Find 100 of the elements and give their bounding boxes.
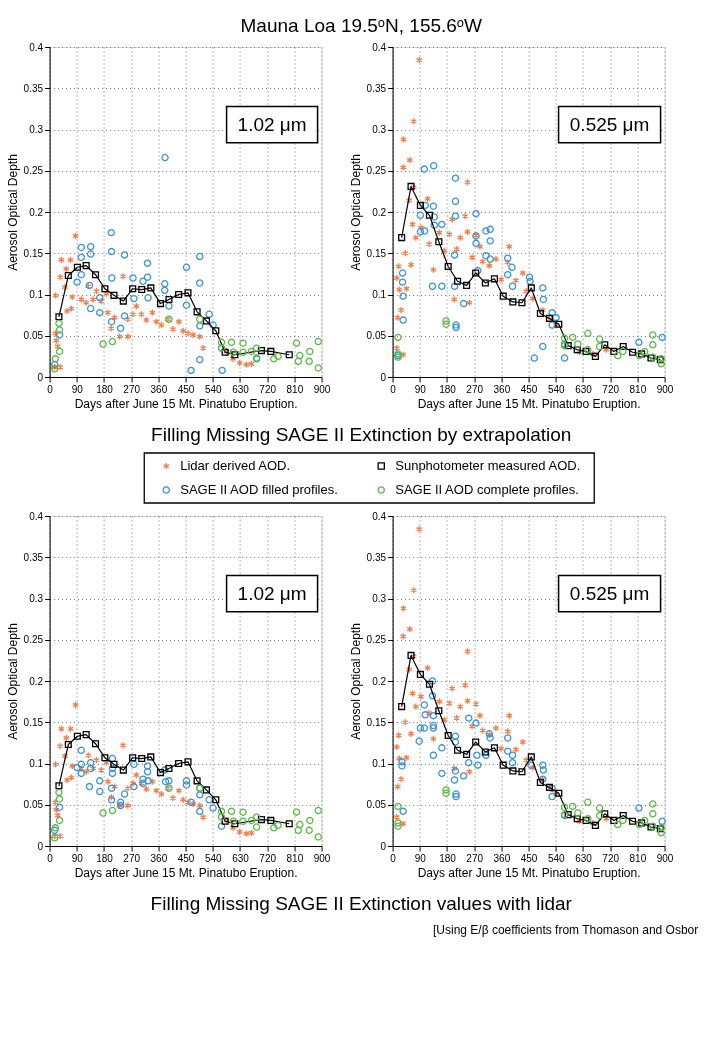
x-tick-label: 270 xyxy=(466,383,484,395)
text: [Using E/β coefficients from Thomason and Osbor xyxy=(433,923,699,937)
x-tick-label: 630 xyxy=(575,383,593,395)
y-axis-title: Aerosol Optical Depth xyxy=(5,623,20,740)
x-axis-title: Days after June 15 Mt. Pinatubo Eruption. xyxy=(74,396,298,411)
text: Filling Missing SAGE II Extinction values with lidar xyxy=(150,893,573,914)
y-tick-label: 0.1 xyxy=(372,289,387,300)
legend-label: Sunphotometer measured AOD. xyxy=(395,458,581,473)
y-tick-label: 0.1 xyxy=(372,758,387,769)
x-tick-label: 630 xyxy=(232,852,250,864)
x-axis-title: Days after June 15 Mt. Pinatubo Eruption. xyxy=(417,396,641,411)
x-tick-label: 270 xyxy=(466,852,484,864)
y-tick-label: 0.15 xyxy=(366,247,387,259)
annotation: 1.02 μm xyxy=(237,113,307,135)
y-tick-label: 0 xyxy=(37,840,44,852)
x-tick-label: 630 xyxy=(232,383,250,395)
y-tick-label: 0.3 xyxy=(29,593,44,604)
y-tick-label: 0.1 xyxy=(29,289,44,300)
x-tick-label: 0 xyxy=(390,852,397,864)
x-tick-label: 180 xyxy=(96,383,114,395)
x-tick-label: 810 xyxy=(286,852,304,864)
x-tick-label: 180 xyxy=(96,852,114,864)
x-tick-label: 270 xyxy=(123,852,141,864)
x-tick-label: 90 xyxy=(71,383,84,395)
x-tick-label: 450 xyxy=(520,852,538,864)
y-tick-label: 0.05 xyxy=(23,330,44,342)
y-tick-label: 0.25 xyxy=(23,634,44,646)
y-tick-label: 0.3 xyxy=(29,124,44,135)
y-tick-label: 0.25 xyxy=(23,165,44,177)
y-tick-label: 0.4 xyxy=(29,510,44,522)
x-tick-label: 450 xyxy=(520,383,538,395)
x-tick-label: 900 xyxy=(313,383,331,395)
y-tick-label: 0.35 xyxy=(23,82,44,94)
y-tick-label: 0.4 xyxy=(372,510,387,522)
x-tick-label: 810 xyxy=(629,383,647,395)
x-tick-label: 810 xyxy=(286,383,304,395)
x-tick-label: 900 xyxy=(313,852,331,864)
x-tick-label: 360 xyxy=(493,383,511,395)
y-axis-title: Aerosol Optical Depth xyxy=(348,154,363,271)
x-tick-label: 90 xyxy=(71,852,84,864)
x-tick-label: 810 xyxy=(629,852,647,864)
y-tick-label: 0.15 xyxy=(366,716,387,728)
y-tick-label: 0.05 xyxy=(23,799,44,811)
y-tick-label: 0.35 xyxy=(366,82,387,94)
x-tick-label: 180 xyxy=(439,383,457,395)
x-tick-label: 360 xyxy=(150,383,168,395)
text: Mauna Loa 19.5ᵒN, 155.6ᵒW xyxy=(240,15,483,36)
legend-label: Lidar derived AOD. xyxy=(180,458,291,473)
y-axis-title: Aerosol Optical Depth xyxy=(348,623,363,740)
x-tick-label: 720 xyxy=(602,852,620,864)
y-tick-label: 0.05 xyxy=(366,799,387,811)
y-tick-label: 0 xyxy=(380,371,387,383)
x-tick-label: 450 xyxy=(177,852,195,864)
x-tick-label: 720 xyxy=(259,383,277,395)
y-tick-label: 0.35 xyxy=(23,551,44,563)
y-tick-label: 0.2 xyxy=(29,675,44,687)
x-axis-title: Days after June 15 Mt. Pinatubo Eruption. xyxy=(74,865,298,880)
y-tick-label: 0.2 xyxy=(372,206,387,218)
x-tick-label: 630 xyxy=(575,852,593,864)
text: Filling Missing SAGE II Extinction by extrapolation xyxy=(151,424,572,445)
y-tick-label: 0 xyxy=(380,840,387,852)
x-tick-label: 0 xyxy=(390,383,397,395)
x-axis-title: Days after June 15 Mt. Pinatubo Eruption. xyxy=(417,865,641,880)
x-tick-label: 360 xyxy=(493,852,511,864)
y-tick-label: 0.1 xyxy=(29,758,44,769)
x-tick-label: 900 xyxy=(656,852,674,864)
y-tick-label: 0.25 xyxy=(366,165,387,177)
x-tick-label: 540 xyxy=(547,383,566,395)
y-axis-title: Aerosol Optical Depth xyxy=(5,154,20,271)
y-tick-label: 0.3 xyxy=(372,124,387,135)
y-tick-label: 0.15 xyxy=(23,716,44,728)
x-tick-label: 360 xyxy=(150,852,168,864)
x-tick-label: 540 xyxy=(547,852,566,864)
y-tick-label: 0.05 xyxy=(366,330,387,342)
x-tick-label: 180 xyxy=(439,852,457,864)
x-tick-label: 540 xyxy=(204,852,223,864)
y-tick-label: 0.25 xyxy=(366,634,387,646)
y-tick-label: 0 xyxy=(37,371,44,383)
y-tick-label: 0.15 xyxy=(23,247,44,259)
annotation: 0.525 μm xyxy=(569,113,650,135)
annotation: 0.525 μm xyxy=(569,582,650,604)
x-tick-label: 90 xyxy=(414,852,427,864)
y-tick-label: 0.4 xyxy=(29,41,44,53)
x-tick-label: 900 xyxy=(656,383,674,395)
y-tick-label: 0.2 xyxy=(29,206,44,218)
y-tick-label: 0.2 xyxy=(372,675,387,687)
x-tick-label: 90 xyxy=(414,383,427,395)
x-tick-label: 720 xyxy=(602,383,620,395)
y-tick-label: 0.3 xyxy=(372,593,387,604)
x-tick-label: 540 xyxy=(204,383,223,395)
x-tick-label: 450 xyxy=(177,383,195,395)
y-tick-label: 0.4 xyxy=(372,41,387,53)
y-tick-label: 0.35 xyxy=(366,551,387,563)
annotation: 1.02 μm xyxy=(237,582,307,604)
x-tick-label: 720 xyxy=(259,852,277,864)
legend-label: SAGE II AOD filled profiles. xyxy=(180,482,338,497)
x-tick-label: 0 xyxy=(47,383,54,395)
x-tick-label: 0 xyxy=(47,852,54,864)
legend-label: SAGE II AOD complete profiles. xyxy=(395,482,579,497)
x-tick-label: 270 xyxy=(123,383,141,395)
